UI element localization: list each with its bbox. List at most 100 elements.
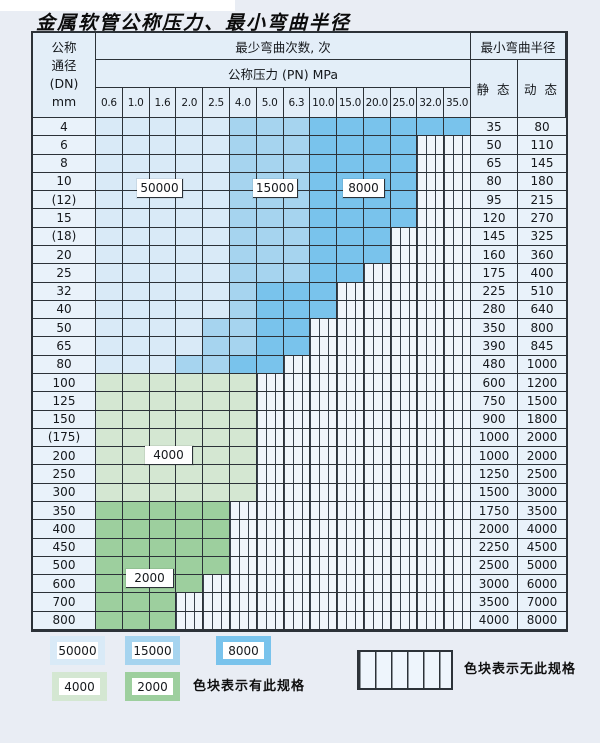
no-spec-cell — [310, 611, 338, 630]
spec-cell-15000 — [256, 227, 284, 246]
static-radius-value: 390 — [471, 337, 518, 356]
spec-cell-50000 — [203, 136, 230, 155]
static-radius-value: 80 — [471, 172, 518, 192]
spec-cell-15000 — [283, 154, 311, 173]
spec-cell-50000 — [122, 319, 150, 338]
no-spec-cell — [363, 575, 391, 594]
spec-cell-50000 — [203, 154, 230, 173]
dynamic-radius-value: 1000 — [518, 355, 566, 374]
no-spec-cell — [256, 502, 284, 521]
no-spec-cell — [390, 246, 418, 265]
dynamic-radius-value: 3500 — [518, 502, 566, 521]
no-spec-cell — [229, 520, 257, 539]
static-radius-value: 175 — [471, 264, 518, 283]
spec-cell-15000 — [256, 209, 284, 228]
spec-cell-2000 — [203, 538, 230, 557]
no-spec-cell — [390, 465, 418, 484]
spec-cell-2000 — [122, 502, 150, 521]
spec-cell-15000 — [229, 337, 257, 356]
static-radius-value: 160 — [471, 246, 518, 265]
no-spec-cell — [390, 282, 418, 301]
nominal-pressure-header: 公称压力 (PN) MPa — [96, 60, 471, 88]
no-spec-cell — [337, 502, 364, 521]
no-spec-cell — [417, 593, 445, 612]
spec-cell-8000 — [337, 264, 364, 283]
legend-swatch-label: 8000 — [223, 642, 264, 659]
spec-cell-50000 — [96, 191, 123, 210]
no-spec-cell — [444, 172, 471, 192]
spec-cell-8000 — [256, 300, 284, 320]
no-spec-cell — [337, 337, 364, 356]
static-radius-value: 120 — [471, 209, 518, 228]
spec-cell-4000 — [122, 392, 150, 411]
no-spec-cell — [256, 538, 284, 557]
spec-cell-8000 — [337, 154, 364, 173]
spec-cell-4000 — [96, 465, 123, 484]
no-spec-cell — [417, 191, 445, 210]
no-spec-cell — [310, 428, 338, 448]
spec-cell-15000 — [229, 282, 257, 301]
spec-cell-50000 — [96, 337, 123, 356]
no-spec-cell — [337, 447, 364, 466]
no-spec-cell — [444, 428, 471, 448]
dn-row-label: 700 — [33, 593, 96, 612]
legend-swatch-15000: 15000 — [125, 636, 180, 665]
spec-cell-15000 — [229, 319, 257, 338]
dn-row-label: 50 — [33, 319, 96, 338]
spec-cell-50000 — [149, 319, 177, 338]
no-spec-cell — [256, 611, 284, 630]
dynamic-radius-value: 8000 — [518, 611, 566, 630]
spec-cell-4000 — [229, 428, 257, 448]
spec-cell-8000 — [310, 118, 338, 137]
spec-cell-2000 — [149, 593, 177, 612]
spec-cell-4000 — [96, 392, 123, 411]
spec-cell-2000 — [96, 538, 123, 557]
spec-cell-50000 — [122, 246, 150, 265]
spec-cell-2000 — [122, 611, 150, 630]
no-spec-cell — [444, 392, 471, 411]
spec-cell-15000 — [283, 209, 311, 228]
spec-cell-15000 — [229, 118, 257, 137]
legend-swatch-label: 15000 — [132, 642, 173, 659]
spec-cell-50000 — [149, 355, 177, 374]
spec-cell-50000 — [96, 282, 123, 301]
spec-cell-4000 — [149, 483, 177, 502]
no-spec-cell — [363, 392, 391, 411]
spec-cell-50000 — [122, 227, 150, 246]
spec-cell-50000 — [203, 246, 230, 265]
no-spec-cell — [203, 593, 230, 612]
no-spec-cell — [444, 154, 471, 173]
spec-cell-50000 — [203, 282, 230, 301]
no-spec-cell — [256, 520, 284, 539]
spec-cell-4000 — [229, 410, 257, 429]
no-spec-cell — [310, 410, 338, 429]
dn-row-label: 25 — [33, 264, 96, 283]
legend: 50000 15000 8000 4000 2000 色块表示有此规格 色块表示无此规格 — [0, 636, 600, 711]
static-radius-value: 225 — [471, 282, 518, 301]
spec-cell-15000 — [256, 246, 284, 265]
spec-cell-50000 — [96, 355, 123, 374]
no-spec-cell — [283, 556, 311, 576]
no-spec-cell — [310, 556, 338, 576]
no-spec-cell — [417, 136, 445, 155]
static-radius-value: 2500 — [471, 556, 518, 576]
no-spec-cell — [310, 575, 338, 594]
spec-cell-2000 — [203, 502, 230, 521]
pressure-tick-2.5: 2.5 — [203, 88, 230, 118]
no-spec-cell — [444, 502, 471, 521]
no-spec-cell — [283, 428, 311, 448]
spec-cell-8000 — [310, 282, 338, 301]
no-spec-cell — [363, 319, 391, 338]
spec-cell-50000 — [176, 227, 204, 246]
dn-row-label: 65 — [33, 337, 96, 356]
no-spec-cell — [417, 611, 445, 630]
pressure-tick-25.0: 25.0 — [390, 88, 418, 118]
no-spec-cell — [363, 593, 391, 612]
spec-cell-15000 — [256, 154, 284, 173]
no-spec-cell — [417, 428, 445, 448]
no-spec-cell — [390, 520, 418, 539]
spec-cell-4000 — [229, 465, 257, 484]
no-spec-cell — [337, 575, 364, 594]
no-spec-cell — [363, 337, 391, 356]
spec-cell-50000 — [176, 209, 204, 228]
